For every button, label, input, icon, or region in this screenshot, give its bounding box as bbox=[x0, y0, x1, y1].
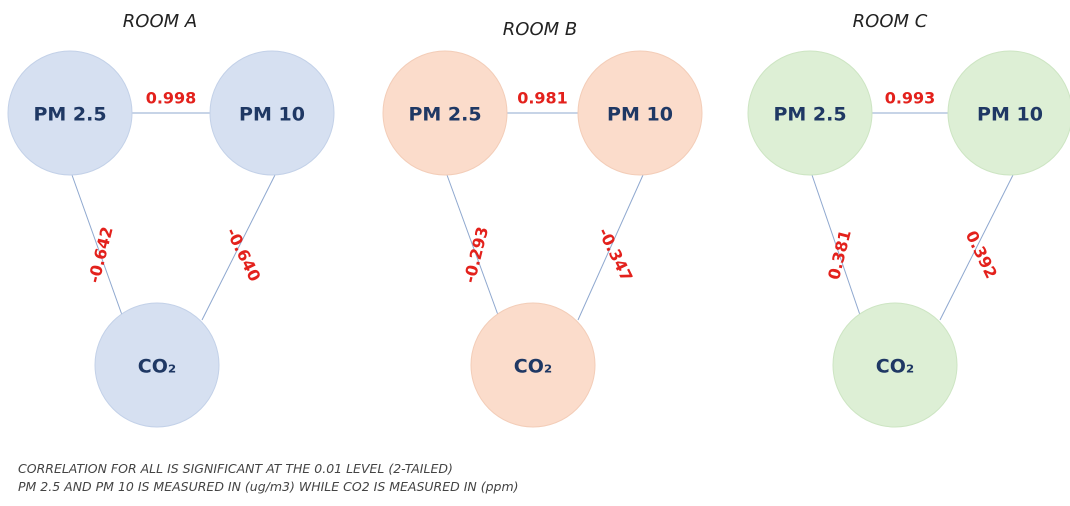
node-circle bbox=[94, 302, 220, 428]
edge-value: 0.981 bbox=[517, 89, 568, 108]
edge-value: 0.998 bbox=[146, 89, 197, 108]
edge-line bbox=[577, 174, 644, 321]
node-label: PM 10 bbox=[607, 104, 673, 126]
edge-value: -0.347 bbox=[594, 225, 636, 285]
edge-line bbox=[71, 174, 123, 316]
footnote: PM 2.5 AND PM 10 IS MEASURED IN (ug/m3) … bbox=[18, 479, 519, 494]
edge-line bbox=[446, 174, 499, 316]
edge-value: -0.642 bbox=[84, 225, 116, 285]
edge-line bbox=[811, 174, 861, 316]
edge-value: -0.293 bbox=[460, 225, 492, 285]
node-circle bbox=[7, 50, 133, 176]
room-title: ROOM B bbox=[503, 19, 577, 40]
edge-line bbox=[939, 174, 1014, 321]
node-label: PM 2.5 bbox=[33, 104, 106, 126]
footnote: CORRELATION FOR ALL IS SIGNIFICANT AT TH… bbox=[18, 461, 453, 476]
node-circle bbox=[382, 50, 508, 176]
node-label: PM 10 bbox=[239, 104, 305, 126]
room-title: ROOM C bbox=[853, 11, 928, 32]
node-circle bbox=[470, 302, 596, 428]
node-label: CO₂ bbox=[514, 356, 552, 378]
node-label: PM 2.5 bbox=[773, 104, 846, 126]
node-circle bbox=[832, 302, 958, 428]
node-circle bbox=[747, 50, 873, 176]
node-circle bbox=[209, 50, 335, 176]
edge-value: 0.993 bbox=[885, 89, 936, 108]
node-circle bbox=[577, 50, 703, 176]
node-label: CO₂ bbox=[876, 356, 914, 378]
node-label: PM 10 bbox=[977, 104, 1043, 126]
edge-line bbox=[201, 174, 276, 321]
node-label: CO₂ bbox=[138, 356, 176, 378]
edge-value: -0.640 bbox=[222, 225, 264, 285]
node-label: PM 2.5 bbox=[408, 104, 481, 126]
edge-value: 0.392 bbox=[962, 228, 1001, 282]
node-circle bbox=[947, 50, 1070, 176]
room-title: ROOM A bbox=[123, 11, 197, 32]
edge-value: 0.381 bbox=[824, 228, 855, 282]
